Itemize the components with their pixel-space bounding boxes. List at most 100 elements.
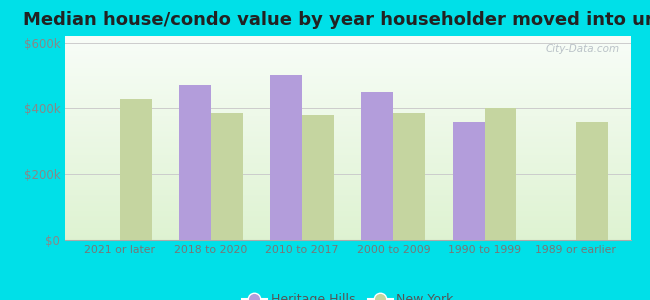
Bar bbox=[65, 50, 630, 51]
Bar bbox=[65, 171, 630, 172]
Bar bbox=[65, 196, 630, 197]
Bar bbox=[65, 201, 630, 202]
Bar bbox=[65, 192, 630, 193]
Bar bbox=[65, 131, 630, 132]
Bar bbox=[65, 76, 630, 77]
Bar bbox=[65, 186, 630, 187]
Bar bbox=[65, 172, 630, 173]
Bar bbox=[65, 190, 630, 191]
Bar bbox=[65, 48, 630, 49]
Bar bbox=[65, 106, 630, 107]
Bar bbox=[65, 80, 630, 81]
Bar bbox=[65, 86, 630, 87]
Bar bbox=[65, 184, 630, 185]
Bar bbox=[65, 137, 630, 138]
Bar bbox=[65, 39, 630, 40]
Bar bbox=[65, 115, 630, 116]
Bar bbox=[65, 51, 630, 52]
Bar bbox=[65, 121, 630, 122]
Bar bbox=[65, 38, 630, 39]
Bar bbox=[65, 166, 630, 167]
Bar bbox=[65, 53, 630, 54]
Bar bbox=[65, 118, 630, 119]
Bar bbox=[65, 181, 630, 182]
Bar bbox=[65, 194, 630, 195]
Bar bbox=[65, 147, 630, 148]
Bar bbox=[65, 224, 630, 225]
Bar bbox=[65, 81, 630, 82]
Bar bbox=[65, 188, 630, 189]
Bar bbox=[576, 122, 608, 240]
Bar bbox=[65, 145, 630, 146]
Bar bbox=[65, 57, 630, 59]
Bar bbox=[65, 209, 630, 210]
Bar bbox=[65, 198, 630, 199]
Bar bbox=[179, 85, 211, 240]
Bar bbox=[65, 148, 630, 149]
Bar bbox=[65, 193, 630, 194]
Bar bbox=[65, 234, 630, 235]
Bar bbox=[65, 124, 630, 125]
Bar bbox=[65, 92, 630, 93]
Bar bbox=[65, 61, 630, 62]
Bar bbox=[65, 153, 630, 154]
Bar bbox=[65, 110, 630, 112]
Bar bbox=[65, 169, 630, 171]
Bar bbox=[65, 231, 630, 232]
Bar bbox=[65, 102, 630, 103]
Bar bbox=[484, 108, 517, 240]
Bar bbox=[302, 115, 334, 240]
Bar bbox=[65, 195, 630, 196]
Bar bbox=[65, 154, 630, 155]
Bar bbox=[452, 122, 484, 240]
Bar bbox=[65, 77, 630, 78]
Bar bbox=[65, 203, 630, 204]
Bar bbox=[65, 142, 630, 143]
Bar bbox=[65, 43, 630, 44]
Bar bbox=[65, 235, 630, 236]
Bar bbox=[65, 62, 630, 64]
Bar bbox=[65, 47, 630, 48]
Bar bbox=[65, 101, 630, 102]
Bar bbox=[65, 144, 630, 145]
Bar bbox=[65, 136, 630, 137]
Bar bbox=[65, 202, 630, 203]
Bar bbox=[65, 79, 630, 80]
Bar bbox=[361, 92, 393, 240]
Bar bbox=[65, 64, 630, 66]
Bar bbox=[65, 164, 630, 166]
Bar bbox=[65, 180, 630, 181]
Bar bbox=[65, 236, 630, 237]
Bar bbox=[65, 218, 630, 219]
Bar bbox=[65, 212, 630, 214]
Bar bbox=[65, 177, 630, 178]
Bar bbox=[65, 189, 630, 190]
Bar bbox=[65, 99, 630, 100]
Bar bbox=[65, 150, 630, 151]
Bar bbox=[65, 238, 630, 239]
Bar bbox=[65, 40, 630, 41]
Bar bbox=[65, 168, 630, 169]
Bar bbox=[65, 167, 630, 168]
Bar bbox=[65, 205, 630, 206]
Bar bbox=[65, 37, 630, 38]
Bar bbox=[65, 214, 630, 215]
Bar bbox=[65, 228, 630, 229]
Bar bbox=[65, 108, 630, 110]
Bar bbox=[65, 140, 630, 141]
Bar bbox=[65, 89, 630, 90]
Bar bbox=[65, 45, 630, 46]
Bar bbox=[65, 66, 630, 67]
Bar bbox=[65, 223, 630, 224]
Bar bbox=[65, 227, 630, 228]
Bar bbox=[65, 83, 630, 84]
Bar bbox=[65, 91, 630, 92]
Bar bbox=[65, 44, 630, 45]
Bar bbox=[65, 97, 630, 98]
Bar bbox=[65, 149, 630, 150]
Bar bbox=[65, 219, 630, 220]
Bar bbox=[393, 113, 425, 240]
Bar bbox=[65, 122, 630, 123]
Bar bbox=[65, 126, 630, 127]
Bar bbox=[65, 59, 630, 61]
